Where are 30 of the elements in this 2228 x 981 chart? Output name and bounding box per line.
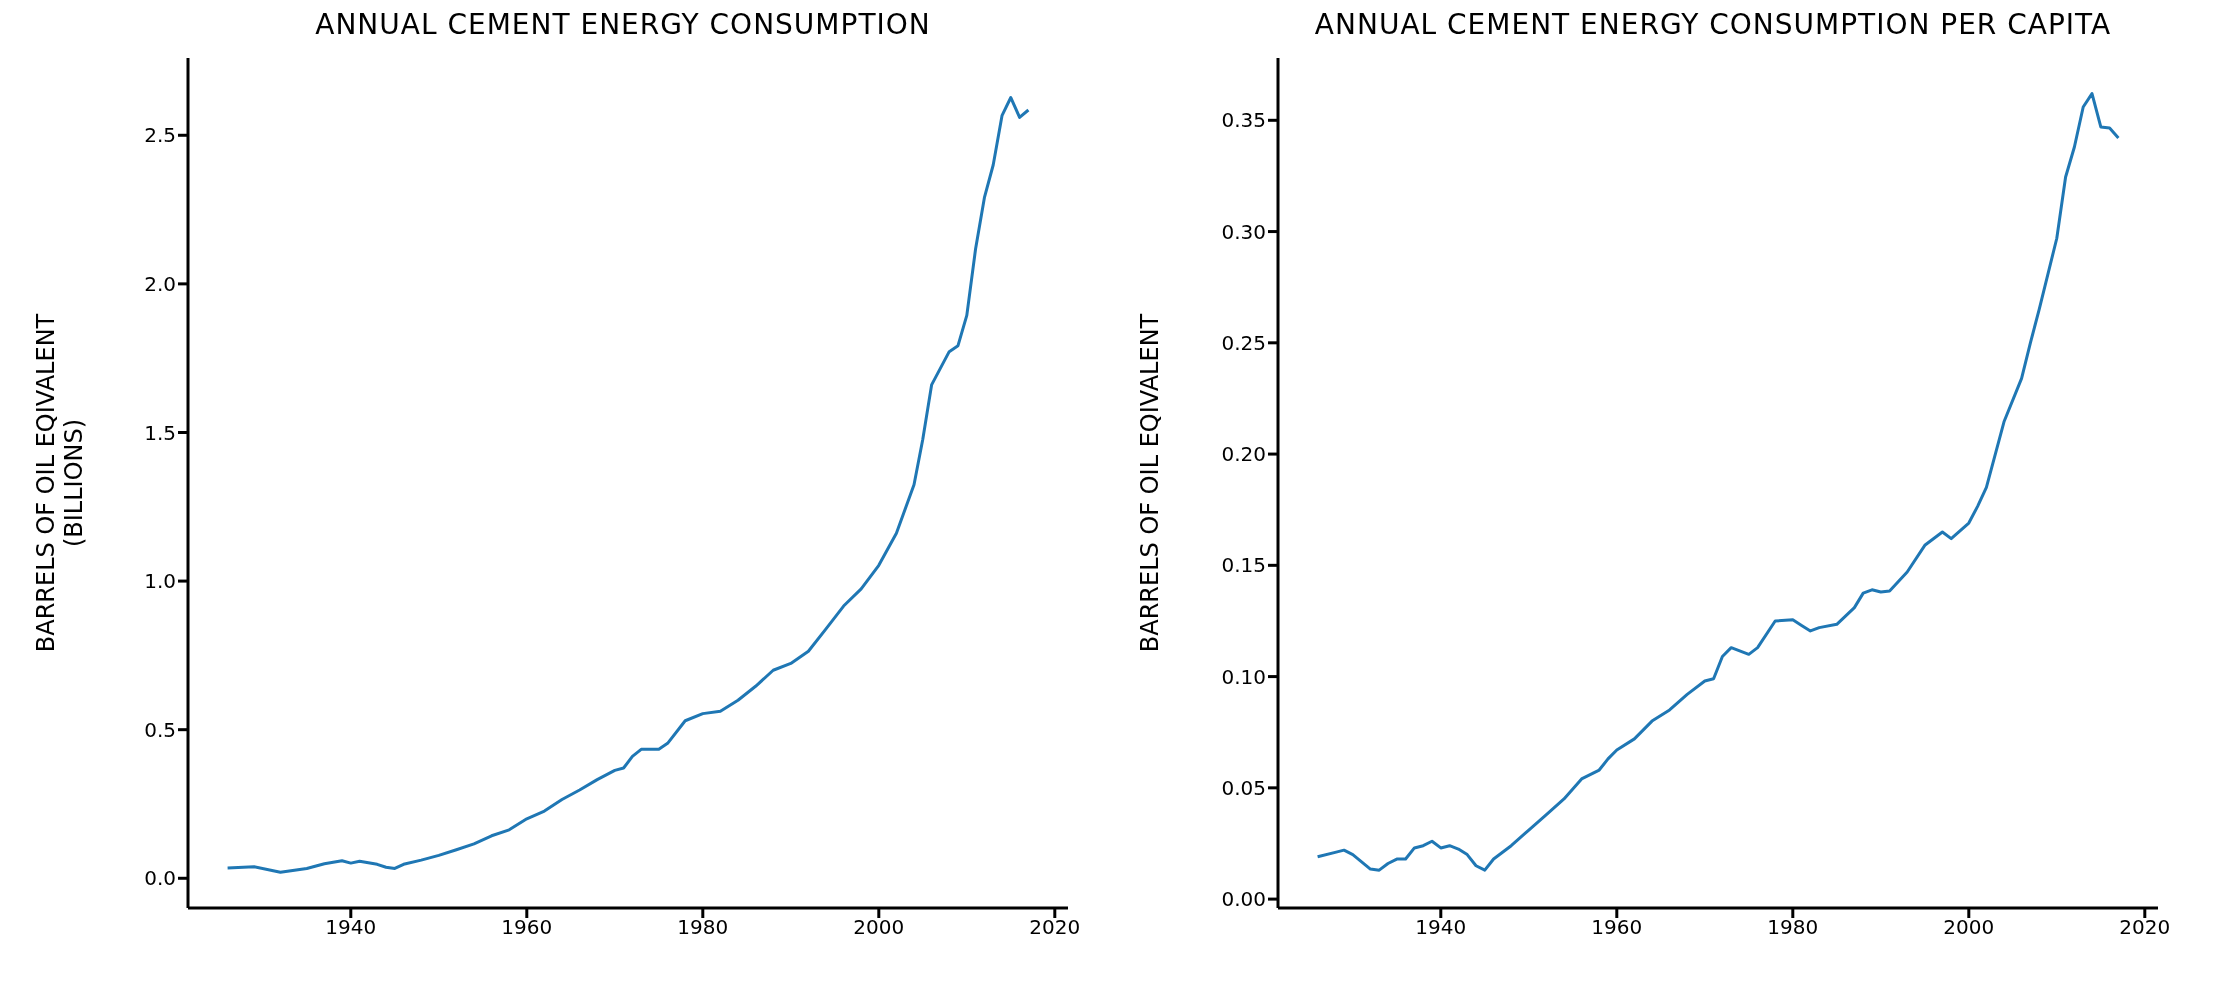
y-tick-label: 0.30 — [1221, 219, 1266, 244]
x-tick-label: 1960 — [1591, 915, 1643, 940]
x-tick-label: 1940 — [1415, 915, 1467, 940]
line-series — [226, 96, 1030, 874]
chart-title: ANNUAL CEMENT ENERGY CONSUMPTION PER CAPITA — [1313, 8, 2113, 43]
y-tick-label: 2.5 — [144, 123, 176, 148]
x-tick-label: 1940 — [325, 915, 377, 940]
y-axis-title: BARRELS OF OIL EQIVALENT (BILLIONS) — [32, 313, 88, 653]
y-tick-label: 0.10 — [1221, 664, 1266, 689]
chart-title: ANNUAL CEMENT ENERGY CONSUMPTION — [314, 8, 932, 43]
y-axis-title: BARRELS OF OIL EQIVALENT — [1136, 313, 1164, 653]
x-tick-label: 2020 — [1029, 915, 1081, 940]
x-tick-label: 1960 — [501, 915, 553, 940]
y-tick-label: 0.05 — [1221, 775, 1266, 800]
y-tick-label: 0.20 — [1221, 442, 1266, 467]
y-tick-label: 1.5 — [144, 420, 176, 445]
y-tick-label: 0.35 — [1221, 108, 1266, 133]
y-tick-label: 0.15 — [1221, 553, 1266, 578]
x-tick-label: 2000 — [1943, 915, 1995, 940]
x-tick-label: 2000 — [853, 915, 905, 940]
x-tick-label: 1980 — [677, 915, 729, 940]
y-tick-label: 0.00 — [1221, 887, 1266, 912]
y-tick-label: 0.0 — [144, 866, 176, 891]
y-tick-label: 2.0 — [144, 271, 176, 296]
line-series — [1316, 92, 2120, 872]
y-tick-label: 0.25 — [1221, 330, 1266, 355]
x-tick-label: 2020 — [2119, 915, 2171, 940]
y-tick-label: 0.5 — [144, 717, 176, 742]
y-tick-label: 1.0 — [144, 569, 176, 594]
x-tick-label: 1980 — [1767, 915, 1819, 940]
